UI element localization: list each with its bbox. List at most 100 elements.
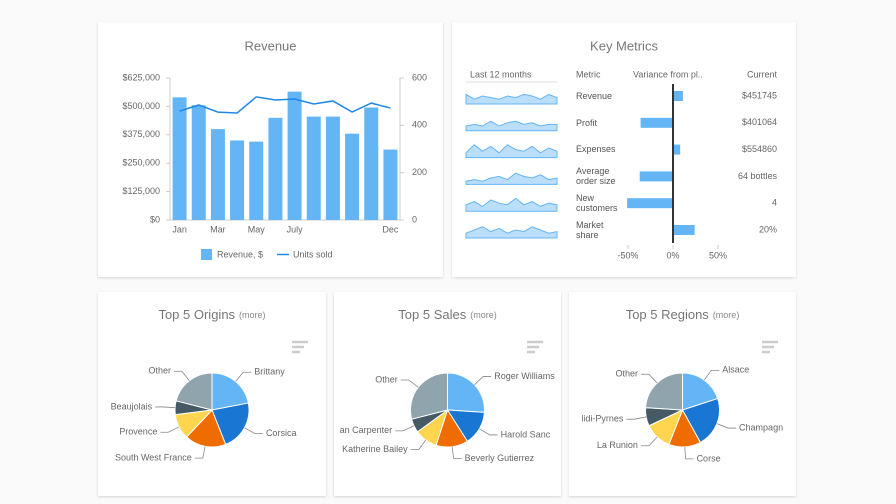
legend-label: Units sold (293, 249, 333, 259)
slice-label: La Runion (597, 440, 638, 450)
variance-bar (639, 171, 673, 182)
x-tick-label: Jan (172, 224, 187, 234)
leader-line (451, 446, 462, 460)
chart-title: Top 5 Sales (more) (398, 307, 496, 322)
leader-line (400, 379, 419, 388)
y-tick-label: $0 (150, 214, 160, 224)
y2-tick-label: 200 (412, 167, 427, 177)
leader-line (173, 370, 190, 382)
slice-label: Champagn (739, 422, 783, 432)
more-link[interactable]: (more) (239, 310, 266, 320)
slice-label: Beaujolais (111, 401, 153, 411)
slice-label: Brittany (254, 367, 285, 377)
leader-line (155, 406, 176, 409)
pie-slice (211, 402, 250, 446)
x-tick-label: July (287, 224, 304, 234)
bar (383, 149, 398, 220)
current-value: $451745 (742, 90, 777, 100)
leader-line (640, 436, 658, 447)
bar (210, 129, 225, 220)
leader-line (479, 428, 498, 436)
column-header: Current (747, 69, 778, 79)
leader-line (410, 439, 427, 451)
x-tick-label: May (248, 224, 266, 234)
x-tick-label: Dec (382, 224, 399, 234)
y2-tick-label: 400 (412, 120, 427, 130)
x-tick-label: 50% (709, 250, 727, 260)
sparkline (465, 120, 558, 132)
pie-slice (681, 397, 720, 444)
leader-line (395, 425, 415, 432)
leader-line (716, 423, 737, 429)
slice-label: Roger Williams (494, 371, 555, 381)
leader-line (160, 426, 180, 433)
metric-name: Expenses (576, 144, 616, 155)
current-value: 64 bottles (738, 171, 778, 181)
metric-name: New customers (576, 192, 618, 214)
leader-line (640, 373, 658, 384)
more-link[interactable]: (more) (470, 310, 497, 320)
chart-title: Revenue (244, 38, 296, 53)
y-tick-label: $375,000 (122, 129, 160, 139)
chart-title-text: Top 5 Origins (158, 307, 235, 322)
current-value: 4 (772, 198, 777, 208)
sparkline (465, 172, 558, 185)
line (179, 96, 391, 114)
x-tick-label: Mar (210, 224, 226, 234)
slice-label: Corsica (266, 428, 297, 438)
x-tick-label: -50% (617, 250, 638, 260)
variance-bar (627, 198, 673, 209)
column-header: Last 12 months (470, 69, 532, 79)
leader-line (626, 416, 647, 420)
bar (287, 91, 302, 220)
pie-slice (185, 409, 227, 448)
bar (345, 133, 360, 220)
bar (306, 116, 321, 220)
y2-tick-label: 0 (412, 214, 417, 224)
slice-label: Harold Sanc (501, 429, 551, 439)
current-value: 20% (759, 224, 777, 234)
y-tick-label: $500,000 (122, 101, 160, 111)
bar (172, 97, 187, 220)
pie-slice (645, 372, 683, 411)
leader-line (244, 427, 263, 435)
chart-title: Top 5 Regions (more) (626, 307, 740, 322)
leader-line (703, 369, 720, 381)
slice-label: Beverly Gutierrez (465, 453, 535, 463)
y-tick-label: $250,000 (122, 158, 160, 168)
current-value: $401064 (742, 117, 777, 127)
slice-label: Other (148, 366, 171, 376)
y2-tick-label: 600 (412, 72, 427, 82)
chart-title-text: Top 5 Sales (398, 307, 466, 322)
slice-label: Katherine Bailey (342, 444, 408, 454)
slice-label: Alsace (722, 365, 749, 375)
bar (249, 141, 264, 220)
chart-title-text: Top 5 Regions (626, 307, 710, 322)
chart-title: Key Metrics (590, 38, 658, 53)
chart-title: Top 5 Origins (more) (158, 307, 265, 322)
leader-line (474, 376, 492, 385)
slice-label: Provence (119, 427, 157, 437)
variance-bar (673, 91, 683, 101)
sparkline (465, 226, 558, 239)
y-tick-label: $625,000 (122, 72, 160, 82)
metric-name: Revenue (576, 90, 613, 101)
bar (230, 140, 245, 220)
more-link[interactable]: (more) (713, 310, 740, 320)
bar (364, 107, 379, 220)
metric-name: Profit (576, 117, 598, 128)
leader-line (235, 371, 252, 382)
slice-label: Corse (697, 453, 721, 463)
slice-label: Other (615, 369, 638, 379)
current-value: $554860 (742, 144, 777, 154)
variance-bar (673, 144, 681, 155)
sparkline (465, 144, 558, 159)
legend-swatch (201, 249, 212, 260)
bar (325, 116, 340, 220)
metric-name: Average order size (576, 166, 616, 187)
x-tick-label: 0% (666, 250, 679, 260)
variance-bar (640, 117, 673, 128)
bar (268, 117, 283, 220)
